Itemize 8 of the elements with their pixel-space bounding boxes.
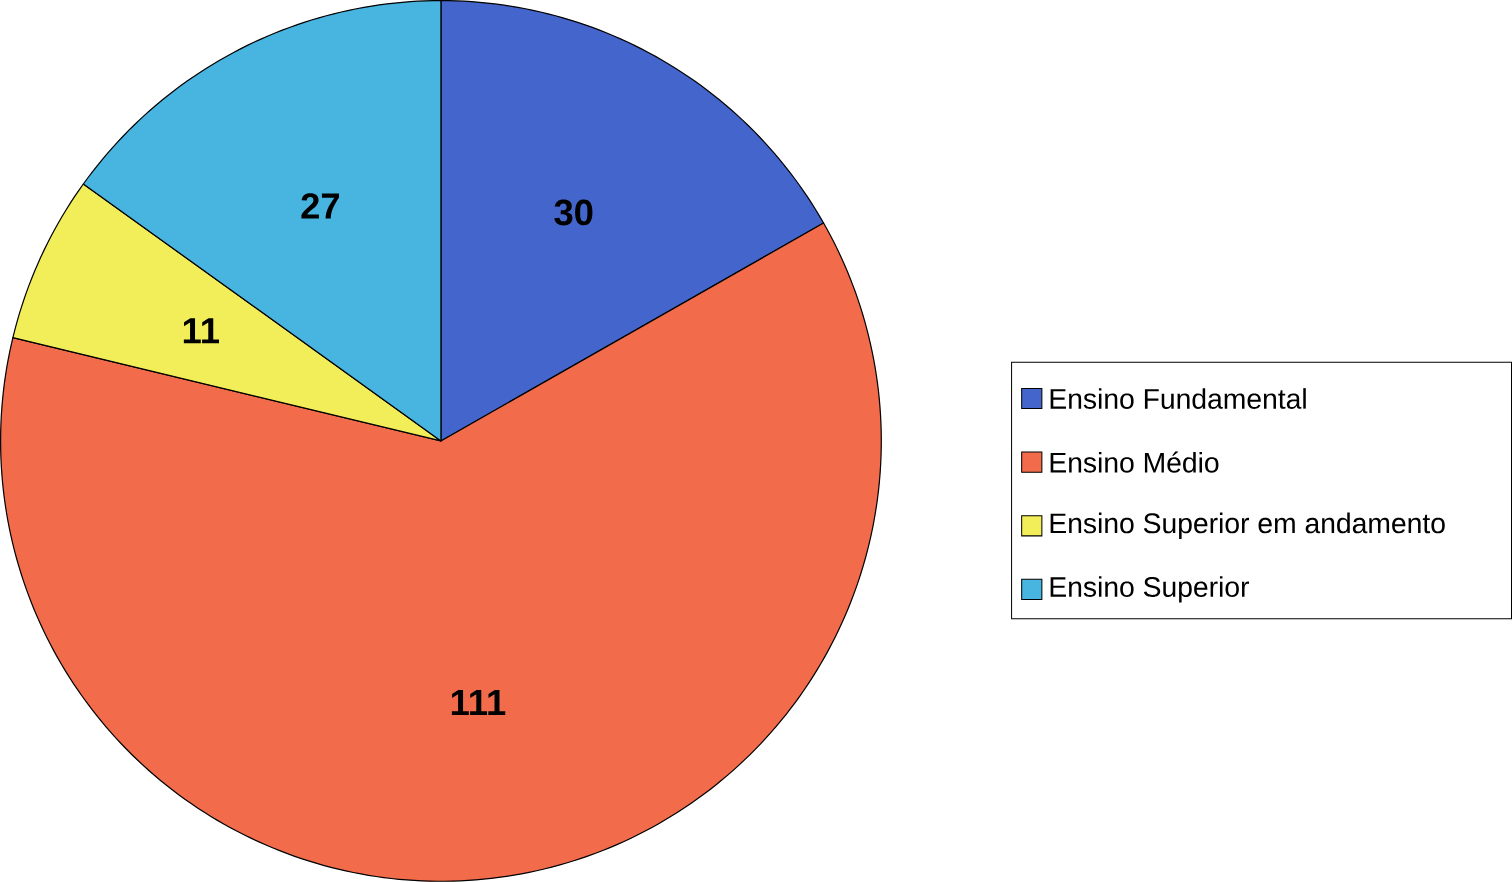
data-label: 30 — [554, 199, 593, 226]
legend-label: Ensino Fundamental — [1050, 388, 1306, 409]
data-label: 111 — [451, 690, 506, 716]
legend-label: Ensino Médio — [1050, 451, 1219, 473]
data-label: 27 — [301, 193, 339, 219]
legend-label: Ensino Superior em andamento — [1050, 512, 1445, 540]
data-label: 11 — [183, 318, 220, 344]
legend-label: Ensino Superior — [1050, 576, 1250, 603]
